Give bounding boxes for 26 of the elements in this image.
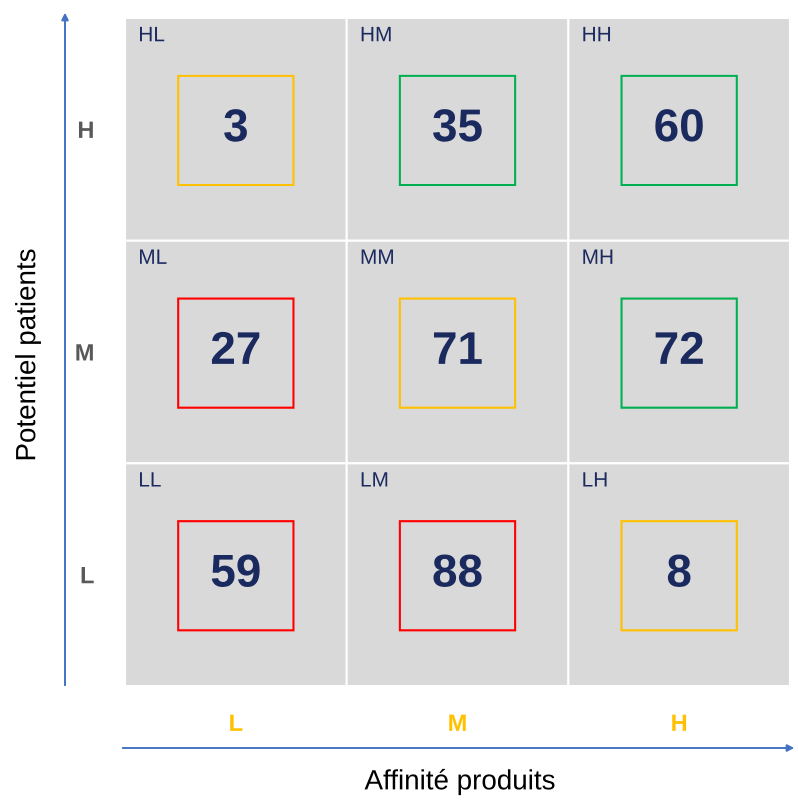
data-label: 27 — [212, 332, 260, 364]
x-tick-label: M — [449, 714, 466, 731]
y-tick-label: L — [82, 566, 94, 584]
annotation: LM — [362, 472, 388, 487]
annotation: ML — [140, 250, 167, 264]
annotation: HH — [583, 26, 610, 42]
data-label: 3 — [224, 109, 247, 142]
y-tick-label: H — [78, 122, 93, 138]
x-axis-title: Affinité produits — [364, 768, 554, 796]
x-tick-label: L — [230, 714, 242, 731]
y-tick-label: M — [76, 344, 93, 361]
data-label: 88 — [433, 554, 482, 587]
data-label: 59 — [212, 554, 260, 587]
annotation: MH — [583, 250, 612, 264]
annotation: LL — [140, 472, 161, 487]
data-label: 35 — [433, 109, 482, 142]
annotation: MM — [362, 250, 393, 264]
data-label: 71 — [434, 332, 482, 364]
x-tick-label: H — [672, 714, 686, 731]
data-label: 72 — [656, 332, 703, 364]
y-axis-title: Potentiel patients — [15, 249, 41, 460]
annotation: LH — [583, 472, 607, 487]
annotation: HM — [362, 26, 391, 42]
data-label: 60 — [655, 109, 703, 142]
data-label: 8 — [668, 554, 691, 587]
annotation: HL — [140, 26, 164, 42]
